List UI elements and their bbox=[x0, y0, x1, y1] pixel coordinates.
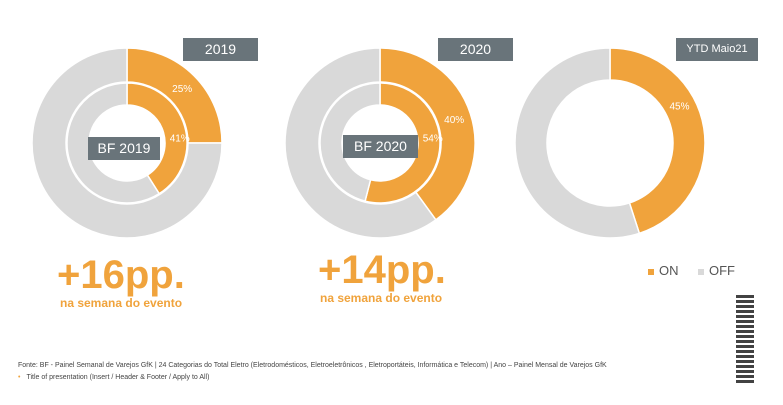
donut-slice-on bbox=[364, 82, 441, 204]
data-label: 25% bbox=[172, 84, 192, 95]
donut-slice-off bbox=[284, 47, 437, 239]
donut-slice-off bbox=[514, 47, 641, 239]
highlight-2020: +14pp. bbox=[318, 248, 446, 292]
chart-title-2020: 2020 bbox=[438, 38, 513, 61]
legend-swatch-on bbox=[648, 268, 654, 275]
data-label: 40% bbox=[444, 115, 464, 126]
legend-on: ON bbox=[648, 263, 679, 278]
highlight-caption-2019: na semana do evento bbox=[60, 296, 183, 310]
data-label: 41% bbox=[170, 134, 190, 145]
legend-label-on: ON bbox=[659, 263, 679, 278]
footer-title-text: Title of presentation (Insert / Header &… bbox=[26, 374, 210, 381]
bullet-icon: • bbox=[18, 374, 21, 381]
donut-slice-off bbox=[66, 82, 161, 204]
chart-title-ytd: YTD Maio21 bbox=[676, 38, 758, 61]
legend-label-off: OFF bbox=[709, 263, 735, 278]
legend-off: OFF bbox=[698, 263, 735, 278]
donut-slice-on bbox=[379, 47, 476, 221]
data-label: 54% bbox=[423, 134, 443, 145]
footer-source: Fonte: BF - Painel Semanal de Varejos Gf… bbox=[18, 362, 607, 369]
data-label: 45% bbox=[669, 101, 689, 112]
center-label-bf2020: BF 2020 bbox=[343, 135, 418, 158]
highlight-caption-2020: na semana do evento bbox=[320, 291, 443, 305]
footer-title: • Title of presentation (Insert / Header … bbox=[18, 374, 209, 381]
legend-swatch-off bbox=[698, 268, 704, 275]
qr-code-icon bbox=[736, 293, 754, 383]
center-label-bf2019: BF 2019 bbox=[88, 137, 160, 160]
chart-title-2019: 2019 bbox=[183, 38, 258, 61]
highlight-2019: +16pp. bbox=[57, 253, 185, 297]
donut-slice-off bbox=[31, 47, 223, 239]
donut-slice-on bbox=[609, 47, 706, 235]
